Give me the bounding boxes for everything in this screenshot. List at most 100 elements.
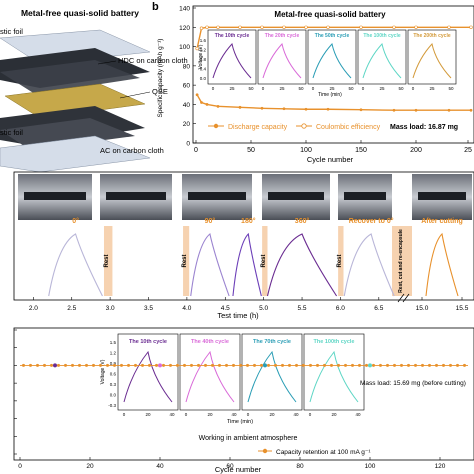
d-inset-cycle-label: The 40th cycle [191, 339, 229, 345]
b-ytick-label: 140 [179, 6, 190, 13]
d-retention-point [183, 363, 186, 367]
b-inset-cycle-label: The 100th cycle [363, 33, 400, 39]
b-inset-ytick: 0.4 [200, 67, 207, 72]
b-ce-point [469, 25, 473, 29]
d-retention-point [260, 363, 263, 367]
b-inset-cycle-label: The 20th cycle [265, 33, 300, 39]
c-photo-device [188, 192, 246, 200]
ac-cloth-texture [0, 118, 135, 150]
legend-ce-marker [301, 123, 307, 129]
d-retention-point [218, 363, 221, 367]
b-inset-xtick: 0 [362, 86, 365, 91]
c-photo-device [418, 192, 466, 200]
panel-d-xticks: 0 20 40 60 80 100 120 [18, 457, 446, 470]
b-inset-xtick: 25 [379, 86, 385, 91]
panel-a-title: Metal-free quasi-solid battery [21, 8, 139, 18]
b-inset-xtick: 0 [312, 86, 315, 91]
d-retention-point [239, 363, 242, 367]
d-retention-point [428, 363, 431, 367]
b-xtick-label: 50 [247, 147, 255, 154]
b-inset-ytick: 1.2 [200, 48, 207, 53]
d-inset-ytick: 1.2 [110, 351, 117, 356]
b-ce-point [205, 25, 209, 29]
b-ytick-label: 80 [183, 63, 191, 70]
d-retention-point [386, 363, 389, 367]
d-retention-point [337, 363, 340, 367]
b-inset-cycle-label: The 50th cycle [315, 33, 350, 39]
d-retention-point [232, 363, 235, 367]
d-inset-xtick: 20 [207, 412, 213, 417]
b-ce-point [392, 25, 396, 29]
b-inset-xtick: 0 [412, 86, 415, 91]
d-inset-curve [123, 350, 173, 403]
d-retention-point [99, 363, 102, 367]
b-discharge-point [304, 107, 308, 111]
d-retention-point [148, 363, 151, 367]
b-ce-point [216, 25, 220, 29]
legend-retention-marker [262, 448, 268, 454]
c-rest-band [262, 226, 268, 296]
d-inset-xtick: 40 [293, 412, 299, 417]
d-inset-ytick: 0.9 [110, 361, 117, 366]
b-ytick-label: 40 [183, 102, 191, 109]
panel-b-insets: Voltage (V)1.6 1.2 0.8 0.4 0.0 The 10th cycle… [198, 29, 457, 98]
c-rest-label: Rest, cut and re-encapsule [398, 229, 404, 293]
c-xtick-label: 5.0 [259, 305, 268, 312]
panel-b-xlabel: Cycle number [307, 155, 354, 164]
d-xtick-label: 60 [226, 463, 234, 470]
b-inset-xtick: 50 [248, 86, 254, 91]
d-inset-curve [247, 350, 297, 403]
b-inset-xlabel: Time (min) [318, 92, 342, 98]
d-retention-point [57, 363, 60, 367]
d-retention-point [351, 363, 354, 367]
panel-d-xlabel: Cycle number [215, 465, 262, 474]
d-inset-xtick: 20 [331, 412, 337, 417]
label-top-foil: stic foil [0, 27, 23, 36]
panel-c-curves: 0° 90° 180° 360° Recover to 0° After cutting [48, 217, 463, 297]
d-retention-point [323, 363, 326, 367]
d-retention-point [155, 363, 158, 367]
d-retention-point [442, 363, 445, 367]
d-inset-cycle-label: The 10th cycle [129, 339, 167, 345]
d-retention-point [120, 363, 123, 367]
d-retention-point [225, 363, 228, 367]
panel-b-frame [192, 5, 474, 144]
panel-c-photos [18, 174, 472, 220]
b-inset-xtick: 50 [348, 86, 354, 91]
d-retention-point [113, 363, 116, 367]
d-inset-xtick: 0 [123, 412, 126, 417]
d-inset-ylabel: Voltage (V) [100, 359, 106, 384]
b-inset-xtick: 25 [279, 86, 285, 91]
b-discharge-point [282, 107, 286, 111]
d-retention-point [162, 363, 165, 367]
d-retention-point [78, 363, 81, 367]
b-inset-xtick: 0 [212, 86, 215, 91]
d-xtick-label: 40 [156, 463, 164, 470]
panel-c-xlabel: Test time (h) [217, 311, 259, 320]
panel-b-legend: Discharge capacity Coulombic efficiency … [208, 123, 458, 131]
b-discharge-point [326, 107, 330, 111]
b-inset-curve [312, 42, 352, 79]
b-discharge-point [205, 103, 209, 106]
d-retention-point [274, 363, 277, 367]
b-discharge-point [238, 105, 242, 109]
label-hdc: HDC on carbon cloth [118, 56, 188, 65]
d-retention-point [309, 363, 312, 367]
leader-hdc [97, 60, 117, 65]
d-retention-point [288, 363, 291, 367]
label-bottom-foil: stic foil [0, 128, 23, 137]
d-retention-point [435, 363, 438, 367]
b-ce-point [260, 25, 264, 29]
d-retention-point [330, 363, 333, 367]
c-segment-label: 180° [241, 217, 256, 225]
d-retention-point [50, 363, 53, 367]
d-retention-point [414, 363, 417, 367]
d-highlight-point [158, 363, 162, 368]
c-photo-device [344, 192, 386, 200]
d-inset-xtick: 0 [309, 412, 312, 417]
panel-b-letter: b [152, 1, 159, 13]
b-xtick-label: 150 [355, 147, 367, 154]
b-inset-xtick: 50 [298, 86, 304, 91]
c-photo-device [24, 192, 86, 200]
